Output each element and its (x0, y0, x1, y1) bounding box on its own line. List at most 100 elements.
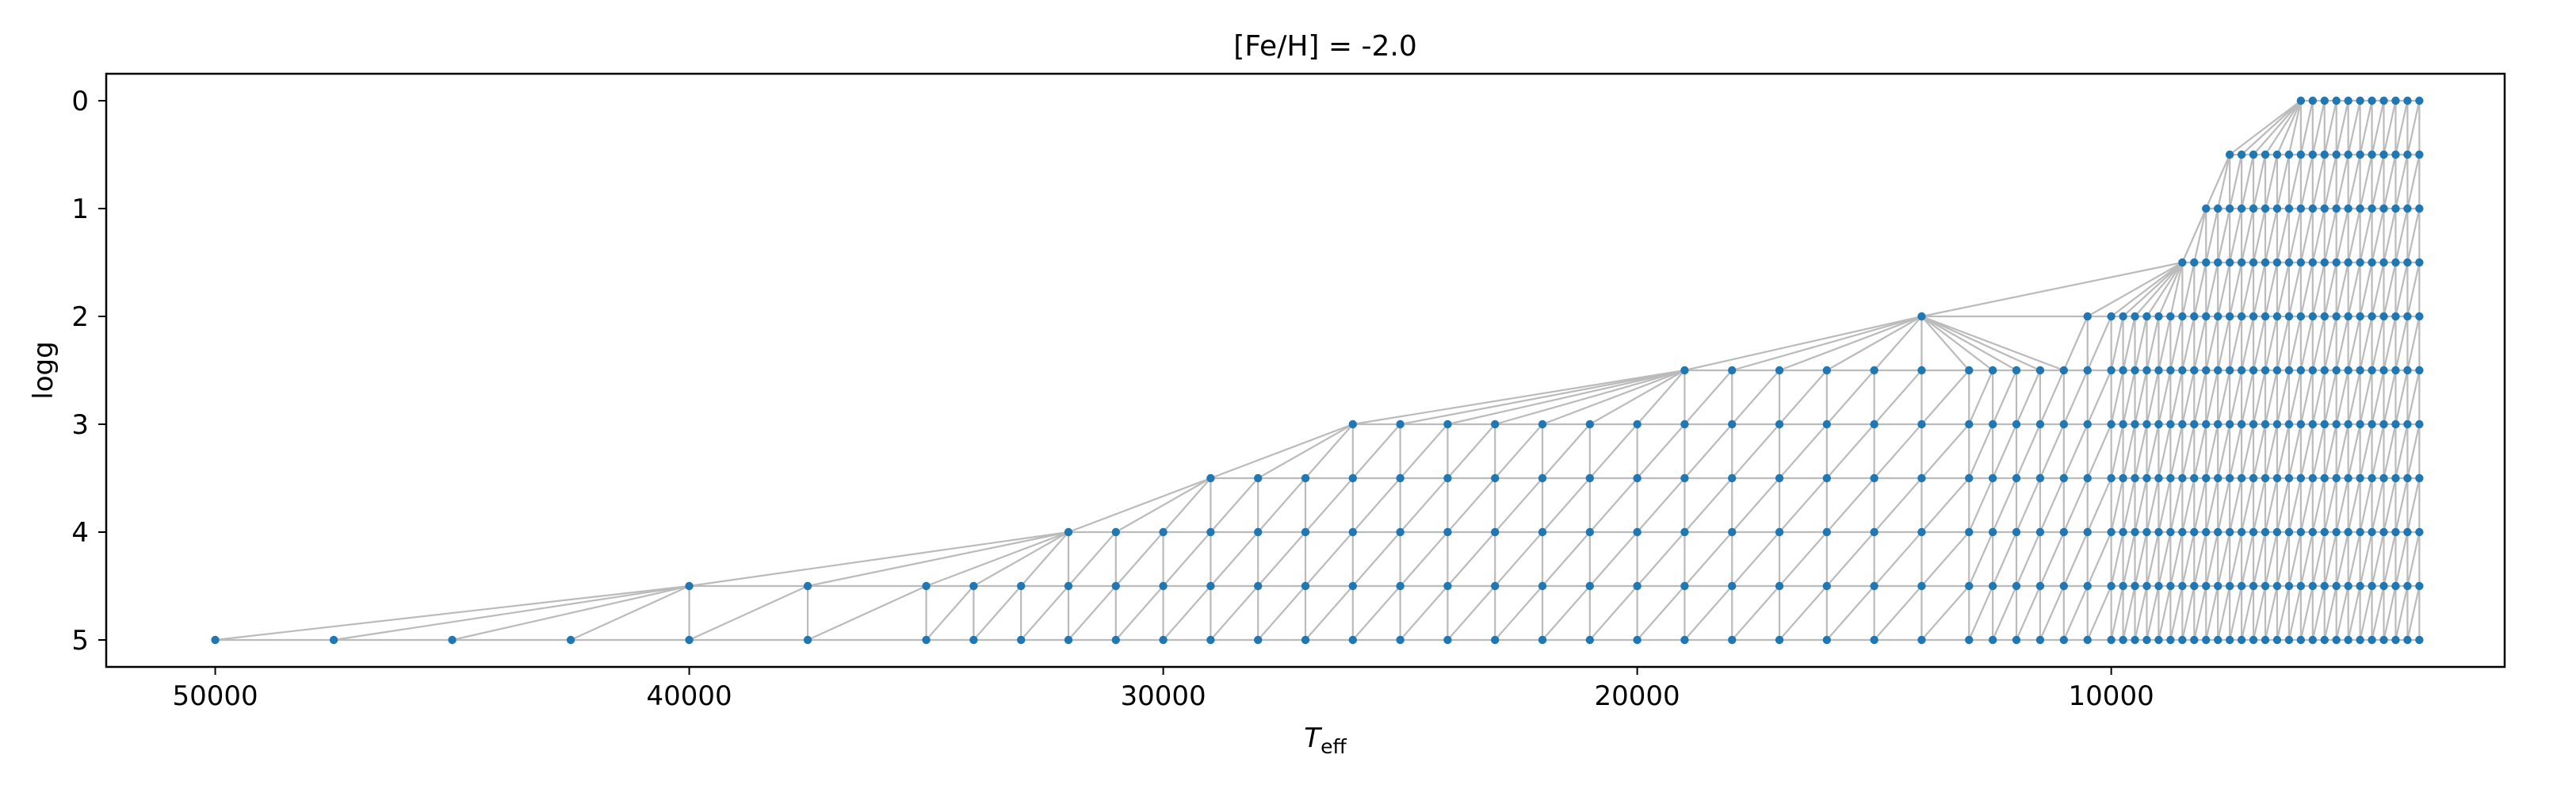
data-point (2272, 419, 2282, 429)
data-point (2154, 527, 2163, 537)
data-point (2356, 366, 2364, 375)
data-point (1585, 635, 1595, 645)
edge (2406, 154, 2421, 209)
edge (1779, 477, 1828, 533)
edge (2311, 423, 2326, 479)
edge (1731, 423, 1780, 479)
edge (2394, 208, 2409, 263)
edge (1992, 423, 2018, 479)
data-point (2225, 312, 2234, 321)
edge (2205, 316, 2219, 371)
data-point (1870, 366, 1878, 375)
data-point (685, 581, 694, 591)
data-point (2142, 312, 2151, 321)
data-point (2391, 258, 2400, 267)
edge (1257, 423, 1354, 479)
data-point (566, 635, 575, 645)
data-point (2237, 258, 2246, 267)
edge (1779, 315, 1922, 372)
edge (1447, 369, 1685, 426)
edge (2217, 477, 2231, 533)
data-point (1396, 527, 1405, 537)
data-point (2131, 312, 2139, 321)
edge (2086, 423, 2112, 479)
edge (1210, 585, 1259, 641)
data-point (2296, 473, 2306, 483)
data-point (2379, 312, 2388, 321)
edge (2276, 370, 2290, 425)
edge (689, 584, 808, 642)
edge (2252, 423, 2267, 479)
edge (2122, 262, 2184, 317)
data-point (1301, 473, 1310, 483)
edge (2110, 370, 2124, 425)
edge (2241, 370, 2255, 425)
edge (2311, 208, 2326, 263)
edge (2193, 477, 2207, 533)
edge (1921, 531, 1970, 587)
data-point (2131, 473, 2139, 483)
edge (1873, 477, 1923, 533)
edge (1542, 369, 1685, 426)
edge (2264, 423, 2279, 479)
edge (2110, 585, 2124, 641)
edge (2394, 370, 2409, 425)
data-point (2119, 635, 2127, 645)
edge (1992, 585, 2018, 641)
edge (1399, 423, 1449, 479)
data-point (1348, 473, 1358, 483)
data-point (1917, 473, 1926, 483)
data-point (2142, 419, 2151, 429)
edge (2217, 154, 2231, 209)
edge (2241, 100, 2302, 155)
data-point (2332, 258, 2341, 267)
data-point (2415, 96, 2424, 105)
data-point (2379, 204, 2388, 213)
edge (2359, 208, 2373, 263)
edge (2110, 316, 2124, 371)
data-point (969, 581, 978, 591)
edge (1588, 585, 1638, 641)
data-point (2012, 419, 2021, 429)
edge (2299, 370, 2314, 425)
data-point (2344, 527, 2352, 537)
edge (333, 584, 690, 642)
data-point (1064, 581, 1073, 591)
data-point (1870, 635, 1878, 645)
edge (2241, 423, 2255, 479)
edge (2146, 262, 2184, 317)
edge (2335, 370, 2349, 425)
edge (2086, 370, 2112, 425)
edge (2394, 585, 2409, 641)
data-point (2166, 635, 2175, 645)
data-point (2059, 635, 2069, 645)
edge (2359, 100, 2373, 155)
edge (2299, 100, 2314, 155)
data-point (2213, 527, 2222, 537)
data-point (1301, 581, 1310, 591)
data-point (2059, 419, 2069, 429)
data-point (1443, 635, 1452, 645)
data-point (2415, 581, 2424, 591)
edge (2299, 316, 2314, 371)
data-point (1253, 581, 1263, 591)
edge (1921, 316, 2017, 371)
edge (2287, 531, 2302, 587)
edge (2323, 531, 2337, 587)
data-point (2059, 366, 2069, 375)
data-point (1111, 527, 1120, 537)
data-point (2261, 150, 2270, 159)
data-point (2320, 312, 2329, 321)
edge (2264, 316, 2279, 371)
edge (2323, 100, 2337, 155)
data-point (2035, 419, 2045, 429)
edge (1921, 423, 1970, 479)
edge (2406, 208, 2421, 263)
data-point (2107, 473, 2115, 483)
data-point (2320, 258, 2329, 267)
edge (1020, 585, 1069, 641)
data-point (2190, 258, 2199, 267)
data-point (2035, 527, 2045, 537)
data-point (2166, 419, 2175, 429)
edge (2086, 316, 2112, 371)
